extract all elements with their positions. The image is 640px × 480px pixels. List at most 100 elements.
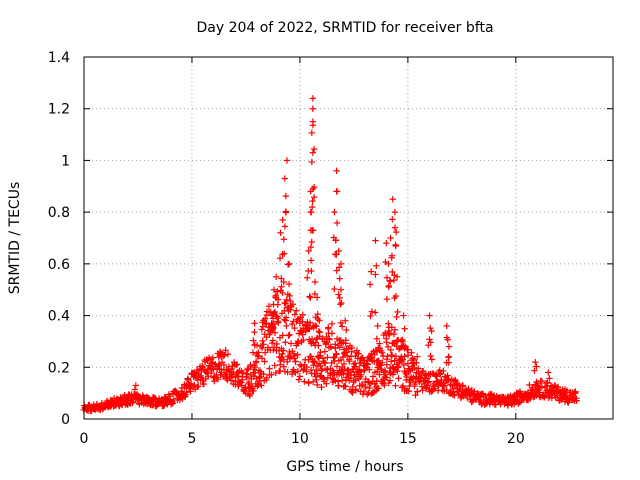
data-point [275, 296, 282, 303]
data-point [256, 373, 264, 381]
data-point [285, 332, 292, 339]
data-point [392, 241, 399, 249]
data-point [307, 294, 314, 301]
data-point [333, 188, 340, 195]
data-point [383, 374, 390, 381]
data-point [328, 320, 336, 328]
data-point [306, 319, 314, 326]
data-point [307, 208, 314, 216]
data-point [369, 373, 377, 380]
data-point [309, 378, 317, 386]
data-point [339, 353, 347, 361]
data-point [330, 354, 337, 362]
data-point [424, 382, 431, 389]
data-point [184, 375, 191, 382]
y-tick-label: 1.4 [48, 50, 70, 66]
data-point [551, 382, 558, 389]
x-tick-label: 20 [507, 431, 525, 447]
data-point [342, 383, 349, 390]
data-point [392, 353, 400, 360]
data-point [266, 365, 273, 372]
data-point [311, 278, 319, 286]
data-point [287, 297, 294, 305]
data-point [217, 349, 224, 356]
data-point [376, 360, 383, 368]
data-point [502, 397, 510, 405]
data-point [279, 350, 286, 358]
data-point [391, 326, 399, 333]
data-point [388, 252, 396, 259]
data-point [333, 219, 341, 227]
y-tick-label: 0.2 [48, 360, 70, 376]
data-point [252, 358, 260, 365]
data-point [258, 382, 265, 389]
data-point [372, 271, 379, 278]
data-point [533, 363, 540, 370]
data-point [284, 261, 292, 268]
data-point [573, 397, 580, 404]
data-point [532, 358, 539, 366]
data-point [281, 223, 289, 230]
data-point [272, 273, 280, 280]
data-point [408, 349, 415, 356]
data-point [366, 384, 373, 392]
x-axis-title: GPS time / hours [286, 459, 403, 475]
data-point [129, 398, 136, 406]
data-point [336, 294, 343, 302]
data-point [386, 329, 393, 337]
data-point [373, 348, 381, 355]
data-point [310, 362, 317, 369]
data-point [233, 361, 241, 368]
data-point [322, 366, 330, 373]
data-point [315, 342, 322, 349]
data-point [214, 376, 222, 383]
data-point [282, 192, 290, 200]
data-point [400, 361, 408, 369]
data-point [389, 268, 396, 276]
data-point [372, 237, 379, 244]
data-point [526, 381, 533, 389]
data-point [374, 322, 381, 330]
data-point [391, 224, 399, 231]
data-point [313, 376, 320, 384]
data-point [239, 376, 246, 383]
data-point [274, 288, 281, 295]
data-point [283, 322, 290, 330]
data-point [445, 359, 452, 366]
data-point [331, 208, 338, 216]
data-point [392, 228, 400, 236]
data-point [400, 312, 407, 319]
data-point [307, 243, 315, 251]
data-point [227, 377, 235, 384]
data-point [255, 367, 263, 374]
data-point [309, 118, 317, 125]
data-point [385, 260, 392, 268]
data-point [251, 342, 258, 349]
data-point [220, 352, 227, 360]
data-point [250, 387, 257, 395]
data-point [239, 369, 247, 377]
data-point [348, 388, 355, 395]
data-point [283, 296, 290, 304]
data-point [340, 350, 348, 357]
data-point [131, 391, 138, 398]
data-point [390, 277, 398, 284]
data-point [393, 313, 400, 321]
data-point [273, 340, 280, 348]
data-point [260, 370, 267, 378]
data-point [394, 308, 401, 316]
data-point [421, 380, 428, 388]
data-point [332, 377, 339, 384]
data-point [427, 339, 434, 346]
data-point [387, 234, 394, 242]
data-point [337, 286, 345, 293]
data-point [391, 357, 398, 364]
data-point [260, 341, 267, 348]
data-point [445, 375, 452, 383]
data-point [333, 267, 340, 274]
data-point [276, 255, 284, 262]
data-point [280, 347, 287, 354]
data-point [438, 376, 445, 384]
data-point [468, 398, 475, 406]
data-point [309, 95, 317, 102]
